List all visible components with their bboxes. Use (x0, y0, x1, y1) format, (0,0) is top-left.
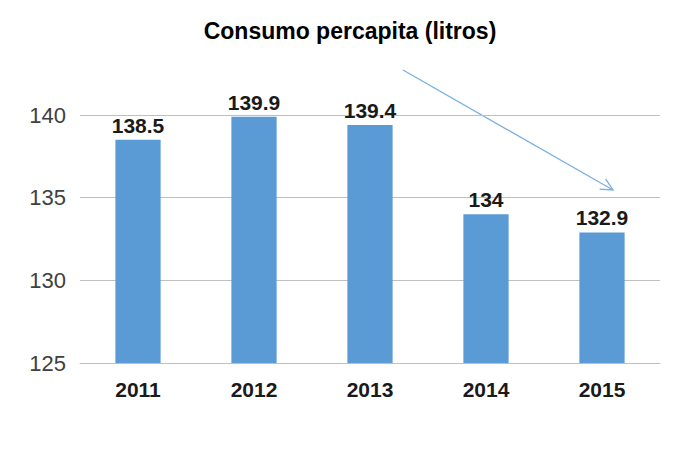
svg-text:2013: 2013 (347, 378, 394, 401)
svg-text:2012: 2012 (231, 378, 278, 401)
svg-text:134: 134 (468, 188, 503, 211)
svg-text:Consumo percapita (litros): Consumo percapita (litros) (204, 18, 497, 44)
svg-text:130: 130 (29, 268, 66, 293)
svg-text:138.5: 138.5 (112, 114, 165, 137)
svg-text:2014: 2014 (463, 378, 510, 401)
svg-text:2015: 2015 (579, 378, 626, 401)
svg-text:135: 135 (29, 185, 66, 210)
svg-text:139.4: 139.4 (344, 99, 397, 122)
svg-text:140: 140 (29, 103, 66, 128)
svg-text:125: 125 (29, 351, 66, 376)
svg-text:132.9: 132.9 (576, 206, 629, 229)
svg-text:139.9: 139.9 (228, 91, 281, 114)
svg-text:2011: 2011 (115, 378, 161, 401)
